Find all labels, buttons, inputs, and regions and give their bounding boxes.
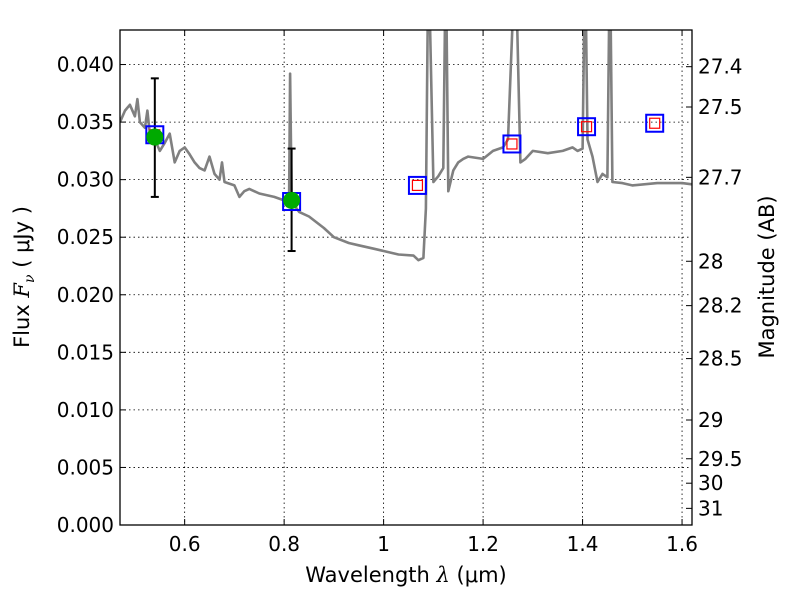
y-axis-label: Flux Fν ( μJy ) [10,206,38,348]
y2-tick-label: 27.4 [698,55,743,79]
model-point-inner [580,121,593,133]
observed-point [146,128,164,146]
model-point-box [577,117,597,137]
model-point-box [645,113,665,133]
data-area [120,30,692,262]
x-tick-label: 1.6 [666,532,698,556]
model-point-inner [649,117,661,129]
plot-frame [119,29,693,526]
y-tick-label: 0.025 [57,225,114,249]
x-tick-label: 1 [377,532,390,556]
y2-tick-label: 29 [698,408,723,432]
x-tick-label: 0.8 [268,532,300,556]
y-tick-label: 0.035 [57,110,114,134]
model-point-box [407,175,427,195]
y-tick-label: 0.005 [57,455,114,479]
x-tick-label: 1.4 [567,532,599,556]
y-tick-label: 0.030 [57,168,114,192]
y2-tick-label: 29.5 [698,447,743,471]
y-tick-label: 0.015 [57,340,114,364]
spectrum-line [120,30,692,262]
y2-tick-label: 27.7 [698,165,743,189]
y2-tick-label: 28.5 [698,347,743,371]
y2-tick-label: 27.5 [698,95,743,119]
y-tick-label: 0.040 [57,53,114,77]
model-point-inner [411,179,424,192]
y-tick-label: 0.000 [57,513,114,537]
grid [120,30,692,526]
x-tick-label: 0.6 [169,532,201,556]
axis-ticks: 0.6 0.8 1 1.2 1.4 1.6 0.000 0.005 0.010 0.015 0.02… [57,30,743,556]
y2-tick-label: 31 [698,496,723,520]
y2-tick-label: 28 [698,249,723,273]
model-point-box [502,134,522,154]
y2-tick-label: 30 [698,471,723,495]
x-tick-label: 1.2 [467,532,499,556]
y-tick-label: 0.010 [57,398,114,422]
x-axis-label: Wavelength λ (μm) [305,563,506,587]
y-tick-label: 0.020 [57,283,114,307]
y2-axis-label: Magnitude (AB) [755,195,779,358]
model-point-inner [506,138,518,150]
y2-tick-label: 28.2 [698,294,743,318]
observed-point [283,191,301,209]
